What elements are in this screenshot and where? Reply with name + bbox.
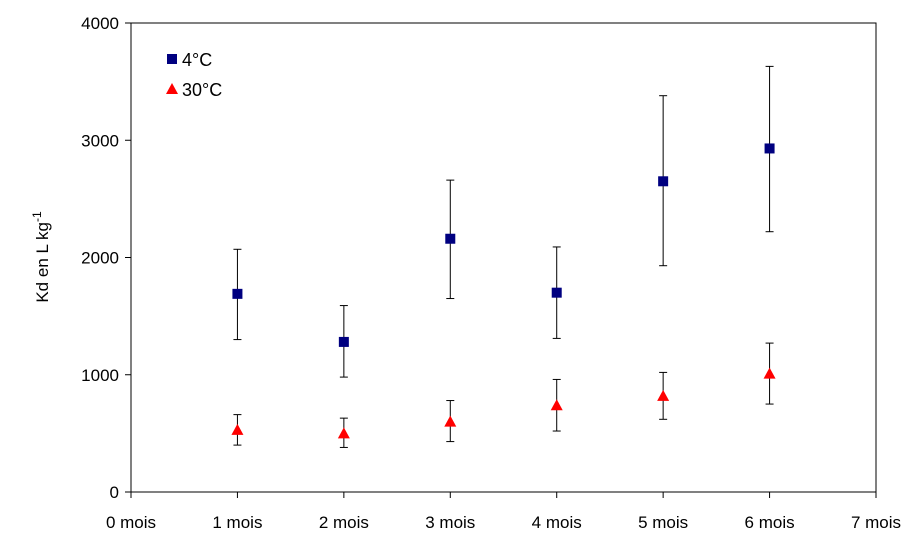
data-point	[658, 176, 669, 187]
x-tick-label: 7 mois	[851, 513, 901, 532]
data-point	[657, 389, 670, 401]
data-point	[551, 287, 562, 298]
x-tick-label: 6 mois	[745, 513, 795, 532]
x-tick-label: 4 mois	[532, 513, 582, 532]
legend-marker	[167, 54, 177, 64]
data-point	[337, 427, 350, 439]
legend-label: 30°C	[182, 80, 222, 100]
y-tick-label: 1000	[81, 366, 119, 385]
plot-series	[231, 65, 776, 448]
y-tick-label: 3000	[81, 131, 119, 150]
series-30c	[231, 342, 776, 448]
data-point	[764, 143, 775, 154]
x-tick-label: 0 mois	[106, 513, 156, 532]
y-tick-label: 0	[110, 483, 119, 502]
plot-frame	[130, 22, 877, 493]
data-point	[444, 415, 457, 427]
x-tick-label: 2 mois	[319, 513, 369, 532]
y-axis-label: Kd en L kg-1	[30, 211, 52, 303]
data-point	[231, 423, 244, 435]
y-axis-label-superscript: -1	[30, 211, 44, 222]
tick-labels: 0 1000 2000 3000 4000 0 mois 1 mois 2 mois 3 moi…	[81, 14, 901, 532]
legend: 4°C 30°C	[166, 50, 222, 100]
axes	[125, 22, 877, 498]
y-tick-label: 2000	[81, 249, 119, 268]
data-point	[445, 233, 456, 244]
data-point	[338, 336, 349, 347]
data-point	[232, 288, 243, 299]
legend-marker	[166, 83, 178, 94]
series-4c	[232, 65, 775, 378]
y-tick-label: 4000	[81, 14, 119, 33]
data-point	[550, 399, 563, 411]
legend-label: 4°C	[182, 50, 212, 70]
data-point	[763, 367, 776, 379]
x-tick-label: 1 mois	[212, 513, 262, 532]
y-axis-label-text: Kd en L kg	[33, 222, 52, 303]
x-tick-label: 5 mois	[638, 513, 688, 532]
x-tick-label: 3 mois	[425, 513, 475, 532]
